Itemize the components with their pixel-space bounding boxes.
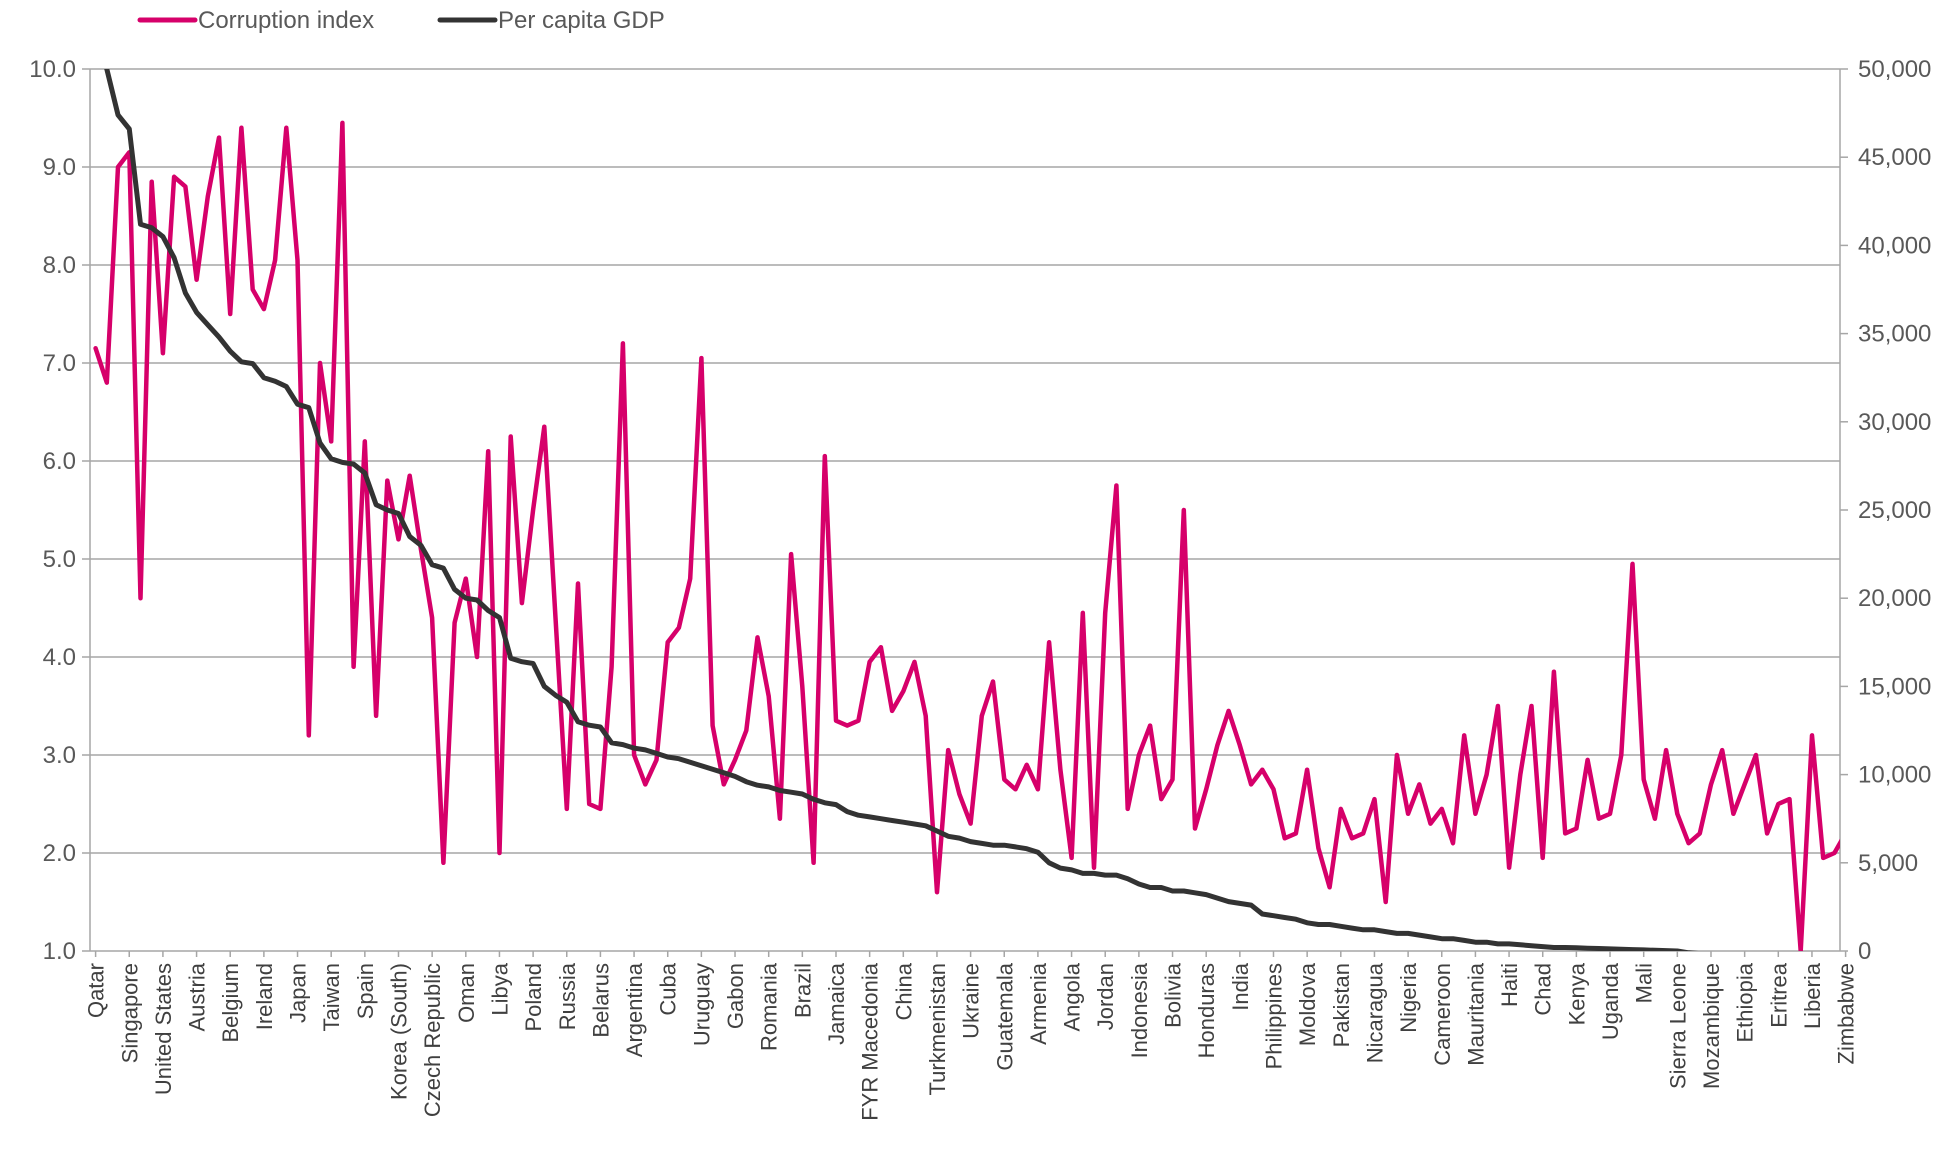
left-tick-label: 8.0 (43, 252, 76, 279)
x-category-label: Zimbabwe (1834, 963, 1859, 1064)
right-tick-label: 50,000 (1858, 56, 1931, 83)
right-tick-label: 30,000 (1858, 409, 1931, 436)
x-category-label: Uganda (1598, 962, 1623, 1040)
legend-label: Per capita GDP (498, 7, 665, 34)
x-category-label: Romania (757, 962, 782, 1051)
x-category-label: Nigeria (1396, 962, 1421, 1032)
x-category-label: Ukraine (959, 963, 984, 1039)
left-tick-label: 4.0 (43, 644, 76, 671)
x-category-label: FYR Macedonia (858, 962, 883, 1121)
x-category-label: Qatar (84, 963, 109, 1018)
x-category-label: Poland (521, 963, 546, 1032)
x-category-label: Oman (454, 963, 479, 1023)
x-category-label: Angola (1060, 962, 1085, 1031)
x-category-label: Turkmenistan (925, 963, 950, 1095)
x-category-label: Austria (185, 962, 210, 1031)
series-line-per-capita-gdp (104, 69, 1699, 951)
right-tick-label: 35,000 (1858, 321, 1931, 348)
x-category-label: Honduras (1194, 963, 1219, 1058)
x-category-label: India (1228, 962, 1253, 1010)
x-category-label: Guatemala (992, 962, 1017, 1070)
x-category-label: Japan (286, 963, 311, 1023)
x-category-label: Eritrea (1766, 962, 1791, 1028)
right-tick-label: 45,000 (1858, 144, 1931, 171)
x-category-label: Uruguay (689, 963, 714, 1046)
x-category-label: Jamaica (824, 962, 849, 1045)
right-tick-label: 10,000 (1858, 762, 1931, 789)
x-category-label: Brazil (790, 963, 815, 1018)
left-tick-label: 7.0 (43, 350, 76, 377)
x-category-label: Nicaragua (1362, 962, 1387, 1063)
left-tick-label: 2.0 (43, 840, 76, 867)
x-category-label: Ireland (252, 963, 277, 1030)
x-category-label: Cameroon (1430, 963, 1455, 1066)
right-tick-label: 5,000 (1858, 850, 1918, 877)
x-category-label: Indonesia (1127, 962, 1152, 1058)
x-axis: Qatar Singapore United States Austria Belgiu… (84, 951, 1859, 1121)
x-category-label: Mauritania (1463, 962, 1488, 1065)
right-tick-label: 40,000 (1858, 232, 1931, 259)
legend-label: Corruption index (198, 7, 374, 34)
left-y-axis: 1.0 2.0 3.0 4.0 5.0 6.0 7.0 8.0 9.0 10.0 (29, 56, 91, 965)
x-category-label: Cuba (656, 962, 681, 1015)
left-tick-label: 3.0 (43, 742, 76, 769)
x-category-label: Sierra Leone (1665, 963, 1690, 1089)
x-category-label: Armenia (1026, 962, 1051, 1045)
gridlines (90, 68, 1840, 952)
left-tick-label: 1.0 (43, 938, 76, 965)
x-category-label: Libya (487, 962, 512, 1015)
right-y-axis: 0 5,000 10,000 15,000 20,000 25,000 30,000 35,0… (1839, 56, 1931, 965)
x-category-label: Liberia (1800, 962, 1825, 1029)
series-lines (93, 69, 1840, 951)
x-category-label: Russia (555, 962, 580, 1030)
legend: Corruption index Per capita GDP (137, 7, 665, 34)
x-category-label: Taiwan (319, 963, 344, 1031)
x-category-label: China (891, 962, 916, 1020)
left-tick-label: 6.0 (43, 448, 76, 475)
x-category-label: Singapore (117, 963, 142, 1063)
left-tick-label: 9.0 (43, 154, 76, 181)
x-category-label: Mali (1632, 963, 1657, 1003)
right-tick-label: 15,000 (1858, 673, 1931, 700)
x-category-label: Moldova (1295, 962, 1320, 1046)
x-category-label: Kenya (1564, 962, 1589, 1025)
right-tick-label: 20,000 (1858, 585, 1931, 612)
right-tick-label: 0 (1858, 938, 1871, 965)
x-category-label: Gabon (723, 963, 748, 1029)
x-category-label: Philippines (1261, 963, 1286, 1069)
left-tick-label: 5.0 (43, 546, 76, 573)
x-category-label: United States (151, 963, 176, 1095)
x-category-label: Belgium (218, 963, 243, 1042)
x-category-label: Haiti (1497, 963, 1522, 1007)
x-category-label: Bolivia (1161, 962, 1186, 1028)
x-category-label: Belarus (588, 963, 613, 1038)
x-category-label: Ethiopia (1733, 962, 1758, 1042)
x-category-label: Argentina (622, 962, 647, 1057)
x-category-label: Pakistan (1329, 963, 1354, 1047)
series-line-corruption-index (93, 120, 1840, 951)
x-category-label: Jordan (1093, 963, 1118, 1030)
left-tick-label: 10.0 (29, 56, 76, 83)
x-category-label: Chad (1531, 963, 1556, 1016)
x-category-label: Mozambique (1699, 963, 1724, 1089)
x-category-label: Spain (353, 963, 378, 1019)
x-category-label: Korea (South) (386, 963, 411, 1100)
x-category-label: Czech Republic (420, 963, 445, 1117)
right-tick-label: 25,000 (1858, 497, 1931, 524)
